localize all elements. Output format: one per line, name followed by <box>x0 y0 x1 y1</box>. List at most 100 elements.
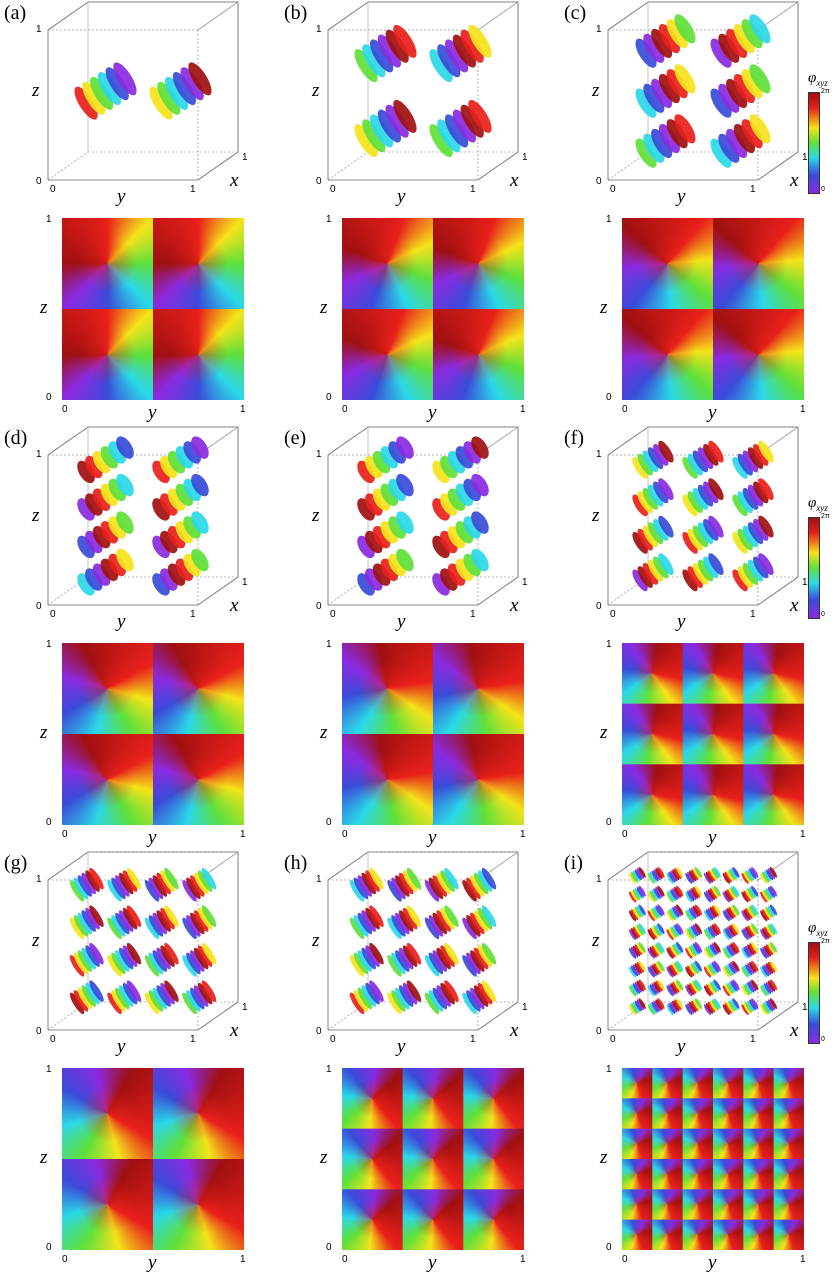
vortex-tube <box>666 998 684 1016</box>
vortex-tube <box>732 553 774 592</box>
tick-x-1: 1 <box>242 577 248 588</box>
tick-z-0: 0 <box>36 176 42 187</box>
vortex-tube <box>144 867 179 902</box>
colorbar-label: φxyz <box>808 920 828 938</box>
panel-label: (i) <box>564 852 583 874</box>
tick-z-1: 1 <box>316 874 322 885</box>
vortex-tube <box>741 866 759 884</box>
tick-z-0: 0 <box>46 817 52 828</box>
axis-label-y: y <box>677 1036 686 1057</box>
tick-y-1: 1 <box>240 1254 246 1265</box>
tick-x-1: 1 <box>522 577 528 588</box>
vortex-tube <box>760 885 778 903</box>
vortex-tube <box>710 114 771 168</box>
panel-e: (e) z y x 1 0 0 1 1 z y 1 0 0 1 <box>280 425 560 850</box>
vortex-tube <box>685 904 703 922</box>
tick-y-0: 0 <box>622 404 628 415</box>
vortex-tube <box>349 905 384 940</box>
axis-label-x: x <box>790 595 799 616</box>
vortex-tube <box>182 905 217 940</box>
axis-label-y: y <box>148 402 157 423</box>
vortex-tube <box>703 941 721 959</box>
vortex-tube <box>722 941 740 959</box>
vortex-tube <box>732 478 774 517</box>
tick-z-0: 0 <box>326 392 332 403</box>
vortex-tube <box>424 867 459 902</box>
colorbar-gradient <box>808 517 820 619</box>
cube-3d-e <box>327 426 519 606</box>
cube-edge <box>327 151 369 181</box>
tick-y-0: 0 <box>330 184 336 195</box>
axis-label-z: z <box>312 505 320 526</box>
cube-3d-g <box>47 851 239 1031</box>
phase-map-overlay <box>342 218 524 400</box>
panel-label: (h) <box>284 852 308 874</box>
tick-y-1: 1 <box>470 1034 476 1045</box>
axis-label-z: z <box>600 297 608 318</box>
vortex-tube <box>741 998 759 1016</box>
colorbar-subscript: xyz <box>816 928 828 938</box>
phase-map-h <box>342 1068 524 1250</box>
colorbar-label: φxyz <box>808 495 828 513</box>
axis-label-y: y <box>117 1036 126 1057</box>
panel-d: (d) z y x 1 0 0 1 1 z y 1 0 0 1 <box>0 425 280 850</box>
vortex-tube <box>69 980 104 1015</box>
vortex-tube <box>152 548 209 596</box>
vortex-tube <box>628 960 646 978</box>
vortex-tube <box>741 923 759 941</box>
tick-z-1: 1 <box>596 24 602 35</box>
phase-map-overlay <box>62 1068 244 1250</box>
tick-y-1: 1 <box>750 1034 756 1045</box>
vortex-tube <box>760 923 778 941</box>
tick-y-0: 0 <box>622 1254 628 1265</box>
tick-z-0: 0 <box>596 1026 602 1037</box>
tick-y-1: 1 <box>190 184 196 195</box>
tick-y-0: 0 <box>50 609 56 620</box>
axis-label-y: y <box>117 611 126 632</box>
tick-y-0: 0 <box>342 829 348 840</box>
vortex-tube <box>741 904 759 922</box>
vortex-tube <box>349 980 384 1015</box>
vortex-tube <box>703 923 721 941</box>
phase-map-c <box>622 218 804 400</box>
vortex-tube <box>387 867 422 902</box>
vortex-tube <box>74 62 137 120</box>
vortex-tube <box>107 867 142 902</box>
colorbar-subscript: xyz <box>816 78 828 88</box>
vortex-tube <box>387 942 422 977</box>
vortex-tube <box>69 942 104 977</box>
vortex-tube <box>722 885 740 903</box>
vortex-tube <box>710 64 771 118</box>
vortex-tube <box>685 866 703 884</box>
axis-label-x: x <box>510 595 519 616</box>
vortex-tube <box>647 885 665 903</box>
phase-map-overlay <box>62 218 244 400</box>
cube-3d-c <box>607 1 799 181</box>
axis-label-y: y <box>677 186 686 207</box>
panel-label: (c) <box>564 2 587 24</box>
tick-x-1: 1 <box>522 152 528 163</box>
vortex-tube <box>107 942 142 977</box>
vortex-tube <box>666 923 684 941</box>
vortex-tube <box>628 904 646 922</box>
axis-label-z: z <box>592 505 600 526</box>
tick-z-1: 1 <box>36 24 42 35</box>
axis-label-y: y <box>708 402 717 423</box>
tick-y-0: 0 <box>62 1254 68 1265</box>
vortex-tube <box>635 114 696 168</box>
vortex-tube <box>732 440 774 479</box>
tick-z-1: 1 <box>36 449 42 460</box>
vortex-tube <box>152 511 209 559</box>
vortex-tube <box>628 979 646 997</box>
cube-3d-h <box>327 851 519 1031</box>
tick-y-1: 1 <box>470 184 476 195</box>
vortex-tube <box>703 979 721 997</box>
vortex-tube <box>354 24 417 83</box>
tick-y-0: 0 <box>610 609 616 620</box>
vortex-tube <box>632 515 674 554</box>
vortex-tube <box>685 979 703 997</box>
colorbar-symbol: φ <box>808 920 817 936</box>
tick-x-1: 1 <box>802 152 808 163</box>
vortex-tube <box>462 867 497 902</box>
phase-map-overlay <box>622 1068 804 1250</box>
